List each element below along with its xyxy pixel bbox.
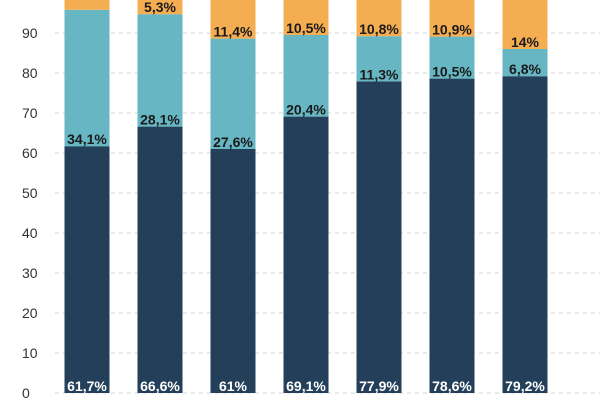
data-label-middle-2: 28,1%	[140, 112, 180, 128]
bar-bottom-2	[137, 126, 183, 393]
bar-middle-5	[356, 36, 402, 82]
data-label-middle-7: 6,8%	[509, 61, 541, 77]
bar-top-2	[137, 0, 183, 15]
data-label-bottom-7: 79,2%	[505, 378, 545, 394]
bar-top-7	[502, 0, 548, 49]
y-tick-label-50: 50	[22, 185, 38, 201]
data-label-middle-1: 34,1%	[67, 131, 107, 147]
data-label-bottom-4: 69,1%	[286, 378, 326, 394]
data-label-bottom-3: 61%	[219, 378, 248, 394]
bar-top-1	[64, 0, 110, 10]
data-label-middle-6: 10,5%	[432, 64, 472, 80]
bar-bottom-6	[429, 78, 475, 393]
data-label-bottom-5: 77,9%	[359, 378, 399, 394]
data-label-top-7: 14%	[511, 34, 540, 50]
bar-middle-2	[137, 14, 183, 127]
data-label-top-5: 10,8%	[359, 21, 399, 37]
bar-middle-3	[210, 38, 256, 149]
data-label-middle-4: 20,4%	[286, 102, 326, 118]
data-label-top-3: 11,4%	[214, 24, 253, 40]
bar-bottom-1	[64, 146, 110, 393]
data-label-middle-5: 11,3%	[360, 66, 399, 82]
y-tick-label-20: 20	[22, 305, 38, 321]
bars-layer	[64, 0, 548, 394]
y-tick-label-60: 60	[22, 145, 38, 161]
y-tick-label-40: 40	[22, 225, 38, 241]
data-label-bottom-6: 78,6%	[432, 378, 472, 394]
bar-bottom-3	[210, 149, 256, 393]
bar-bottom-5	[356, 81, 402, 394]
y-tick-label-0: 0	[22, 385, 30, 400]
data-label-top-2: 5,3%	[144, 0, 176, 15]
bar-middle-7	[502, 49, 548, 77]
y-tick-label-90: 90	[22, 25, 38, 41]
y-tick-label-70: 70	[22, 105, 38, 121]
bar-bottom-7	[502, 76, 548, 393]
data-labels-layer: 61,7% 34,1% 66,6% 28,1% 5,3% 61% 27,6% 11,4% 69,…	[67, 0, 545, 394]
y-axis-ticks: 0 10 20 30 40 50 60 70 80 90	[22, 25, 38, 400]
data-label-top-4: 10,5%	[286, 20, 326, 36]
y-tick-label-30: 30	[22, 265, 38, 281]
data-label-bottom-2: 66,6%	[140, 378, 180, 394]
y-tick-label-10: 10	[22, 345, 38, 361]
bar-top-3	[210, 0, 256, 39]
bar-bottom-4	[283, 116, 329, 393]
data-label-bottom-1: 61,7%	[67, 378, 107, 394]
data-label-top-6: 10,9%	[432, 22, 472, 38]
bar-middle-4	[283, 35, 329, 117]
bar-middle-6	[429, 36, 475, 79]
bar-top-6	[429, 0, 475, 37]
bar-top-4	[283, 0, 329, 35]
bar-middle-1	[64, 9, 110, 147]
y-tick-label-80: 80	[22, 65, 38, 81]
data-label-middle-3: 27,6%	[213, 134, 253, 150]
bar-top-5	[356, 0, 402, 37]
